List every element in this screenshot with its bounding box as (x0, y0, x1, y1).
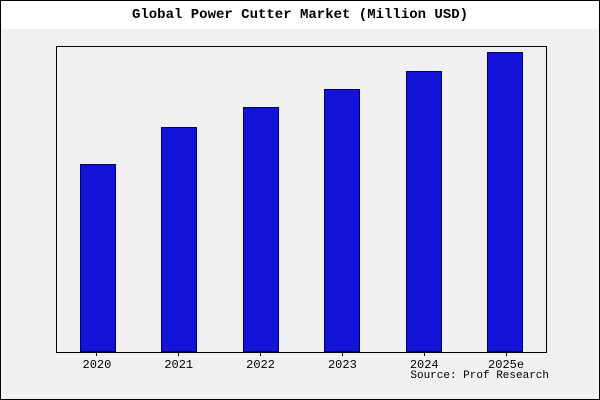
tick-mark (341, 352, 343, 356)
x-tick-2021: 2021 (138, 352, 220, 372)
tick-mark (178, 352, 180, 356)
x-tick-2023: 2023 (301, 352, 383, 372)
x-tick-2024: 2024 (383, 352, 465, 372)
x-tick-label: 2023 (327, 358, 357, 372)
x-tick-2022: 2022 (220, 352, 302, 372)
tick-mark (423, 352, 425, 356)
x-tick-2025e: 2025e (465, 352, 547, 372)
plot-area (56, 46, 547, 353)
bar-slot-2022 (220, 47, 302, 352)
bar-2025e (487, 52, 524, 352)
x-tick-label: 2020 (82, 358, 112, 372)
bar-slot-2021 (139, 47, 221, 352)
bar-2022 (242, 107, 279, 352)
tick-mark (505, 352, 507, 356)
source-text: Source: Prof Research (410, 370, 549, 382)
bar-2021 (161, 127, 198, 352)
bar-slot-2023 (302, 47, 384, 352)
x-tick-2020: 2020 (56, 352, 138, 372)
bars-container (57, 47, 546, 352)
x-axis-labels: 2020 2021 2022 2023 2024 2025e (56, 352, 547, 372)
bar-slot-2020 (57, 47, 139, 352)
tick-mark (96, 352, 98, 356)
bar-2020 (79, 164, 116, 352)
x-tick-label: 2024 (409, 358, 439, 372)
bar-2023 (324, 89, 361, 352)
x-tick-label: 2022 (246, 358, 275, 372)
bar-2024 (405, 71, 442, 352)
x-tick-label: 2025e (488, 358, 525, 372)
bar-slot-2024 (383, 47, 465, 352)
tick-mark (260, 352, 262, 356)
x-tick-label: 2021 (164, 358, 194, 372)
chart-title: Global Power Cutter Market (Million USD) (131, 7, 469, 23)
bar-slot-2025e (465, 47, 547, 352)
